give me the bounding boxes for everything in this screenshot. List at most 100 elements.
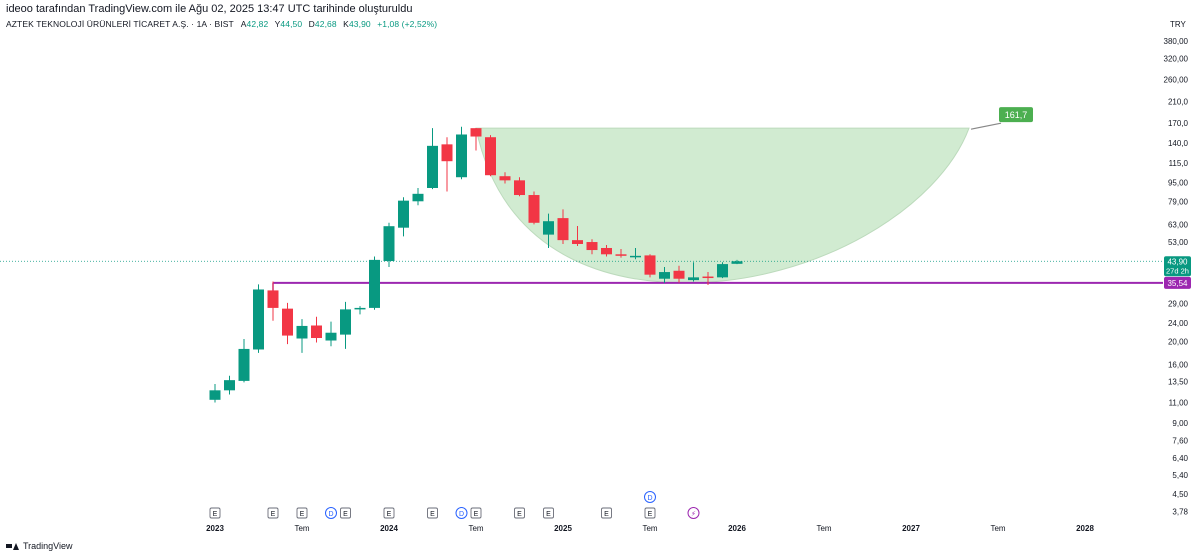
candle-body[interactable] — [369, 259, 380, 308]
earnings-marker-icon[interactable] — [601, 507, 612, 519]
candle-body[interactable] — [238, 348, 250, 381]
x-axis-label: 2026 — [728, 524, 746, 533]
candle-body[interactable] — [441, 144, 453, 162]
candle-body[interactable] — [253, 289, 264, 350]
y-tick-label: 6,40 — [1172, 454, 1188, 463]
candle-body[interactable] — [340, 309, 351, 335]
dividend-marker-label: D — [459, 511, 464, 518]
candle-body[interactable] — [673, 270, 685, 279]
candle-body[interactable] — [601, 247, 612, 255]
split-marker-icon[interactable] — [687, 507, 700, 519]
candle-body[interactable] — [630, 255, 641, 258]
close-label: K — [343, 19, 349, 29]
candle-body[interactable] — [470, 128, 482, 137]
y-tick-label: 210,0 — [1168, 97, 1189, 106]
candle-body[interactable] — [528, 195, 540, 223]
earnings-marker-icon[interactable] — [514, 507, 525, 519]
x-axis-label: 2025 — [554, 524, 572, 533]
dividend-marker-icon[interactable] — [325, 507, 337, 519]
y-tick-label: 29,00 — [1168, 300, 1189, 309]
tradingview-brand: TradingView — [23, 541, 73, 551]
y-tick-label: 3,78 — [1172, 508, 1188, 517]
candle-body[interactable] — [383, 226, 395, 262]
y-tick-label: 11,00 — [1169, 399, 1189, 408]
earnings-marker-label: E — [474, 511, 479, 518]
candle-body[interactable] — [586, 242, 598, 251]
candle-body[interactable] — [224, 380, 235, 391]
candle-body[interactable] — [615, 254, 627, 256]
x-axis-label: 2023 — [206, 524, 224, 533]
candle-body[interactable] — [311, 325, 322, 339]
dividend-marker-icon[interactable] — [455, 507, 468, 519]
earnings-marker-icon[interactable] — [644, 507, 656, 519]
candle-body[interactable] — [572, 240, 583, 244]
candle-body[interactable] — [659, 272, 670, 279]
earnings-marker-icon[interactable] — [340, 507, 351, 519]
x-axis-label: Tem — [294, 524, 309, 533]
candle-body[interactable] — [296, 325, 308, 339]
candle-body[interactable] — [398, 200, 409, 228]
candle-body[interactable] — [514, 180, 525, 196]
target-badge[interactable] — [999, 107, 1033, 123]
candle-body[interactable] — [688, 277, 699, 281]
earnings-marker-icon[interactable] — [543, 507, 554, 519]
earnings-marker-icon[interactable] — [470, 507, 482, 519]
earnings-marker-label: E — [271, 511, 276, 518]
x-axis-label: Tem — [990, 524, 1005, 533]
candle-body[interactable] — [543, 221, 554, 235]
x-axis-label: Tem — [642, 524, 657, 533]
earnings-marker-icon[interactable] — [383, 507, 395, 519]
earnings-marker-icon[interactable] — [267, 507, 279, 519]
candle-body[interactable] — [485, 137, 496, 176]
earnings-marker-label: E — [517, 511, 522, 518]
change-value: +1,08 (+2,52%) — [377, 19, 438, 29]
open-value: 42,82 — [246, 19, 269, 29]
candle-body[interactable] — [702, 276, 714, 279]
target-arrow — [970, 122, 1002, 130]
candle-body[interactable] — [499, 176, 511, 181]
candle-body[interactable] — [354, 307, 366, 310]
currency-label[interactable]: TRY — [1170, 20, 1186, 29]
y-tick-label: 13,50 — [1168, 378, 1189, 387]
symbol-legend[interactable]: AZTEK TEKNOLOJİ ÜRÜNLERİ TİCARET A.Ş. · … — [6, 19, 441, 29]
tradingview-footer[interactable]: TradingView — [6, 541, 73, 551]
candle-body[interactable] — [325, 332, 337, 341]
earnings-marker-label: E — [300, 511, 305, 518]
dividend-marker-icon[interactable] — [644, 491, 656, 503]
cup-pattern-area[interactable] — [475, 127, 970, 284]
candle-body[interactable] — [557, 218, 569, 241]
close-value: 43,90 — [348, 19, 371, 29]
dividend-marker-label: D — [328, 511, 333, 518]
earnings-marker-label: E — [387, 511, 392, 518]
y-tick-label: 380,00 — [1164, 37, 1189, 46]
candle-body[interactable] — [282, 308, 293, 336]
low-value: 42,68 — [314, 19, 337, 29]
dividend-marker-label: D — [647, 495, 652, 502]
y-tick-label: 320,00 — [1164, 54, 1189, 63]
y-tick-label: 5,40 — [1172, 471, 1188, 480]
symbol-title[interactable]: AZTEK TEKNOLOJİ ÜRÜNLERİ TİCARET A.Ş. · … — [6, 19, 234, 29]
y-tick-label: 260,00 — [1164, 76, 1189, 85]
candle-body[interactable] — [731, 261, 743, 264]
last-price-value: 43,90 — [1167, 257, 1188, 266]
candle-body[interactable] — [427, 145, 438, 188]
earnings-marker-icon[interactable] — [209, 507, 221, 519]
y-tick-label: 4,50 — [1172, 490, 1188, 499]
level-price-value: 35,54 — [1167, 279, 1188, 288]
last-price-badge[interactable] — [1164, 256, 1191, 277]
level-price-badge[interactable] — [1164, 276, 1191, 289]
candle-body[interactable] — [267, 290, 279, 308]
earnings-marker-label: E — [430, 511, 435, 518]
earnings-marker-icon[interactable] — [296, 507, 308, 519]
candle-body[interactable] — [209, 390, 221, 400]
high-label: Y — [274, 19, 281, 29]
candle-body[interactable] — [717, 264, 728, 278]
candle-body[interactable] — [456, 134, 467, 178]
y-tick-label: 7,60 — [1172, 436, 1188, 445]
candle-body[interactable] — [412, 193, 424, 202]
earnings-marker-icon[interactable] — [427, 507, 438, 519]
candle-body[interactable] — [644, 255, 656, 275]
earnings-marker-label: E — [343, 511, 348, 518]
